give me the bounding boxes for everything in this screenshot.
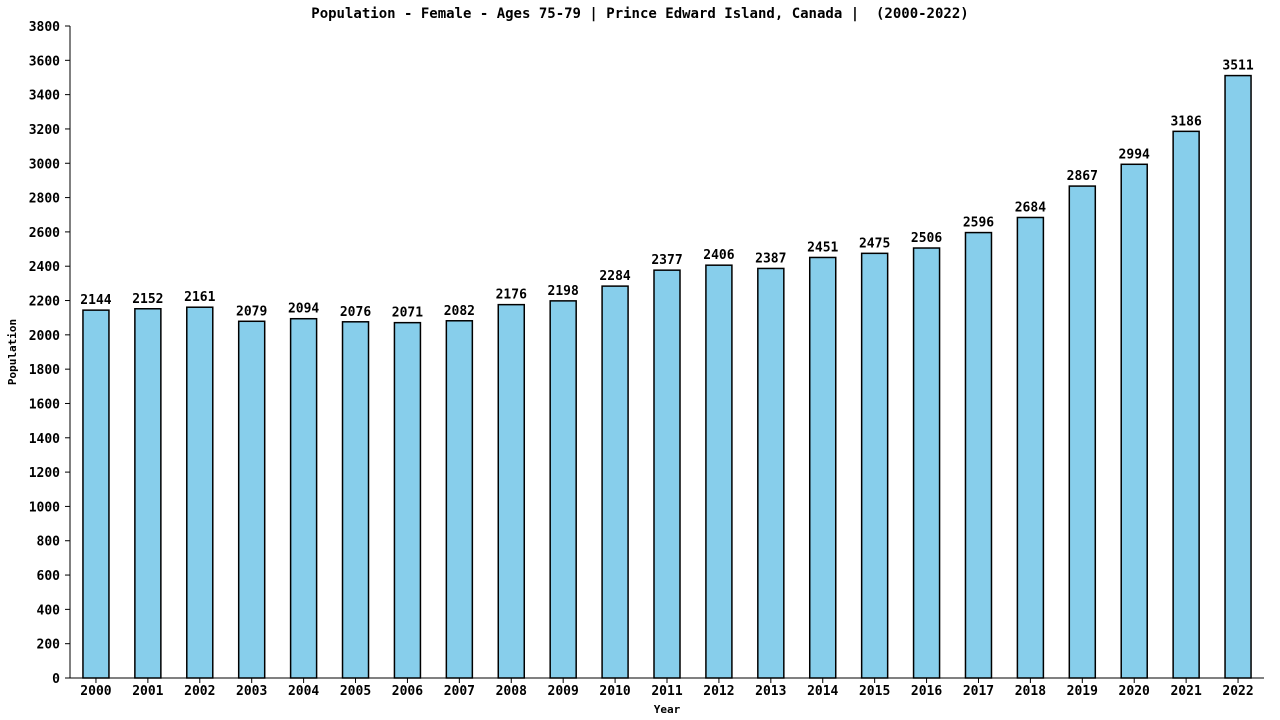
y-tick-label: 3000 <box>29 157 60 172</box>
y-tick-label: 1800 <box>29 363 60 378</box>
bar-2014 <box>808 256 837 679</box>
bar-2007 <box>445 320 474 679</box>
y-tick-label: 3200 <box>29 123 60 138</box>
bar-2002 <box>186 306 214 679</box>
x-axis-ticks: 2000 2001 2002 2003 2004 2005 2006 2007 2008 2009… <box>80 678 1254 699</box>
y-tick-label: 1400 <box>29 432 60 447</box>
bar-2004 <box>289 317 318 679</box>
x-axis-title: Year <box>654 703 681 716</box>
x-tick-label: 2001 <box>132 684 163 699</box>
x-tick-label: 2012 <box>703 684 734 699</box>
x-tick-label: 2010 <box>599 684 630 699</box>
x-tick-label: 2004 <box>288 684 319 699</box>
data-label-2021: 3186 <box>1170 114 1201 129</box>
bar-2019 <box>1068 185 1097 679</box>
y-tick-label: 200 <box>37 638 61 653</box>
x-tick-label: 2016 <box>911 684 942 699</box>
y-tick-label: 2000 <box>29 329 60 344</box>
x-tick-label: 2020 <box>1119 684 1150 699</box>
bar-2000 <box>82 309 110 679</box>
bar-2015 <box>860 252 889 679</box>
y-axis-title: Population <box>6 319 19 385</box>
x-tick-label: 2021 <box>1170 684 1201 699</box>
data-label-2005: 2076 <box>340 305 371 320</box>
bars: 2144 2152 2161 2079 2094 2076 2071 2082 2176 2198… <box>80 59 1254 679</box>
bar-2006 <box>393 321 422 679</box>
x-tick-label: 2019 <box>1067 684 1098 699</box>
x-tick-label: 2018 <box>1015 684 1046 699</box>
bar-2021 <box>1172 130 1200 679</box>
x-tick-label: 2002 <box>184 684 215 699</box>
bar-2008 <box>497 303 526 679</box>
bar-2020 <box>1120 163 1148 679</box>
y-tick-label: 1200 <box>29 466 60 481</box>
data-label-2014: 2451 <box>807 240 838 255</box>
data-label-2000: 2144 <box>80 293 111 308</box>
data-label-2011: 2377 <box>651 253 682 268</box>
data-label-2020: 2994 <box>1119 147 1150 162</box>
data-label-2015: 2475 <box>859 236 890 251</box>
x-tick-label: 2013 <box>755 684 786 699</box>
y-tick-label: 800 <box>37 535 61 550</box>
x-tick-label: 2014 <box>807 684 838 699</box>
chart-title: Population - Female - Ages 75-79 | Princ… <box>311 6 968 22</box>
y-axis-ticks: 0 200 400 600 800 1000 1200 1400 1600 1800 2000 220… <box>29 20 70 687</box>
data-label-2002: 2161 <box>184 290 215 305</box>
x-tick-label: 2000 <box>80 684 111 699</box>
data-label-2013: 2387 <box>755 251 786 266</box>
y-tick-label: 400 <box>37 603 61 618</box>
x-tick-label: 2011 <box>651 684 682 699</box>
y-tick-label: 3400 <box>29 89 60 104</box>
data-label-2018: 2684 <box>1015 200 1046 215</box>
x-tick-label: 2005 <box>340 684 371 699</box>
bar-2001 <box>134 308 162 679</box>
bar-2010 <box>601 285 629 679</box>
data-label-2003: 2079 <box>236 304 267 319</box>
bar-2011 <box>653 269 681 679</box>
x-tick-label: 2022 <box>1222 684 1253 699</box>
x-tick-label: 2007 <box>444 684 475 699</box>
bar-2003 <box>237 320 266 679</box>
y-tick-label: 1600 <box>29 397 60 412</box>
data-label-2001: 2152 <box>132 292 163 307</box>
data-label-2010: 2284 <box>599 269 630 284</box>
y-tick-label: 1000 <box>29 500 60 515</box>
y-tick-label: 3800 <box>29 20 60 35</box>
bar-2022 <box>1224 74 1252 679</box>
data-label-2008: 2176 <box>496 288 527 303</box>
bar-2012 <box>705 264 733 679</box>
y-tick-label: 3600 <box>29 54 60 69</box>
data-label-2017: 2596 <box>963 216 994 231</box>
x-tick-label: 2017 <box>963 684 994 699</box>
bar-2005 <box>341 321 370 679</box>
y-tick-label: 0 <box>52 672 60 687</box>
bar-2018 <box>1016 216 1045 679</box>
y-tick-label: 2600 <box>29 226 60 241</box>
data-label-2019: 2867 <box>1067 169 1098 184</box>
bar-2016 <box>912 247 941 679</box>
y-tick-label: 2800 <box>29 192 60 207</box>
bar-2013 <box>757 267 785 679</box>
y-tick-label: 600 <box>37 569 61 584</box>
data-label-2007: 2082 <box>444 304 475 319</box>
y-tick-label: 2400 <box>29 260 60 275</box>
bar-2009 <box>549 300 577 679</box>
x-tick-label: 2015 <box>859 684 890 699</box>
data-label-2006: 2071 <box>392 306 423 321</box>
data-label-2004: 2094 <box>288 302 319 317</box>
data-label-2009: 2198 <box>548 284 579 299</box>
x-tick-label: 2003 <box>236 684 267 699</box>
x-tick-label: 2006 <box>392 684 423 699</box>
y-tick-label: 2200 <box>29 295 60 310</box>
bar-2017 <box>964 231 993 679</box>
data-label-2016: 2506 <box>911 231 942 246</box>
data-label-2022: 3511 <box>1222 59 1253 74</box>
x-tick-label: 2008 <box>496 684 527 699</box>
data-label-2012: 2406 <box>703 248 734 263</box>
x-tick-label: 2009 <box>548 684 579 699</box>
